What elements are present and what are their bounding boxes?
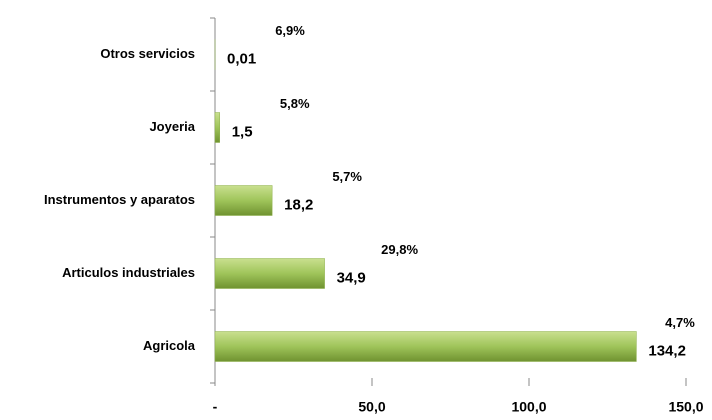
value-label: 34,9 bbox=[337, 269, 366, 286]
annotation: 5,7% bbox=[332, 169, 362, 184]
y-tick-label: Otros servicios bbox=[100, 46, 195, 61]
y-tick-label: Articulos industriales bbox=[62, 265, 195, 280]
annotation: 4,7% bbox=[665, 315, 695, 330]
value-label: 18,2 bbox=[284, 196, 313, 213]
value-label: 134,2 bbox=[648, 342, 686, 359]
annotation: 5,8% bbox=[280, 96, 310, 111]
x-tick-label: - bbox=[213, 399, 218, 415]
x-tick-label: 150,0 bbox=[668, 399, 703, 415]
value-label: 0,01 bbox=[227, 50, 256, 67]
x-tick-label: 100,0 bbox=[511, 399, 546, 415]
bar bbox=[214, 112, 220, 143]
y-tick-label: Agricola bbox=[143, 338, 196, 353]
x-tick-label: 50,0 bbox=[358, 399, 385, 415]
y-tick-label: Instrumentos y aparatos bbox=[44, 192, 195, 207]
annotation: 6,9% bbox=[275, 23, 305, 38]
y-tick-label: Joyeria bbox=[149, 119, 195, 134]
bar bbox=[214, 258, 325, 289]
annotation: 29,8% bbox=[381, 242, 418, 257]
value-label: 1,5 bbox=[232, 123, 253, 140]
bar bbox=[214, 331, 637, 362]
bar bbox=[214, 185, 273, 216]
